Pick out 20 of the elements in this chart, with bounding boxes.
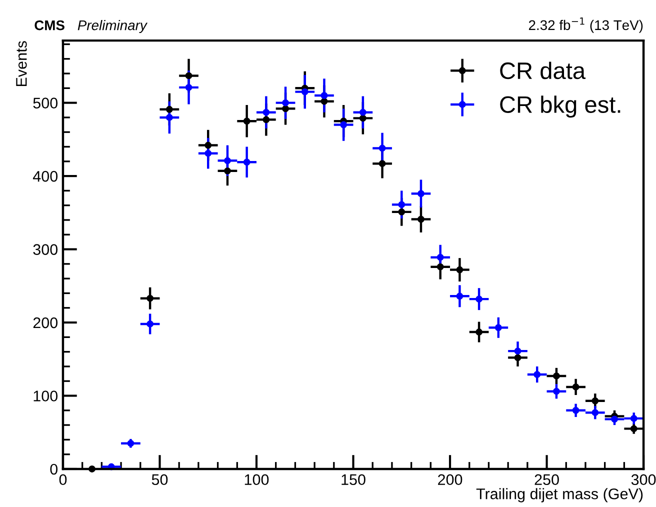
x-tick-label: 300 — [631, 474, 656, 486]
x-axis-title: Trailing dijet mass (GeV) — [476, 488, 643, 502]
text: Preliminary — [78, 20, 148, 33]
text: CMS — [34, 20, 64, 30]
legend-label: CR data — [500, 62, 586, 80]
x-tick-label: 0 — [59, 474, 67, 486]
y-tick-label: 200 — [33, 317, 58, 328]
legend-label: CR bkg est. — [500, 96, 620, 118]
x-tick-label: 200 — [438, 474, 462, 486]
x-tick-label: 100 — [244, 474, 269, 486]
y-tick-label: 100 — [34, 390, 58, 402]
y-tick-label: 400 — [32, 170, 58, 182]
x-tick-label: 250 — [534, 474, 559, 486]
y-tick-label: 300 — [33, 244, 58, 255]
y-tick-label: 500 — [33, 98, 58, 108]
text: 2.32 fb$^{−1}$ (13 TeV) — [528, 18, 643, 33]
y-axis-title: Events — [16, 41, 27, 86]
x-tick-label: 150 — [342, 474, 366, 486]
y-tick-label: 0 — [50, 464, 58, 475]
x-tick-label: 50 — [152, 474, 168, 486]
